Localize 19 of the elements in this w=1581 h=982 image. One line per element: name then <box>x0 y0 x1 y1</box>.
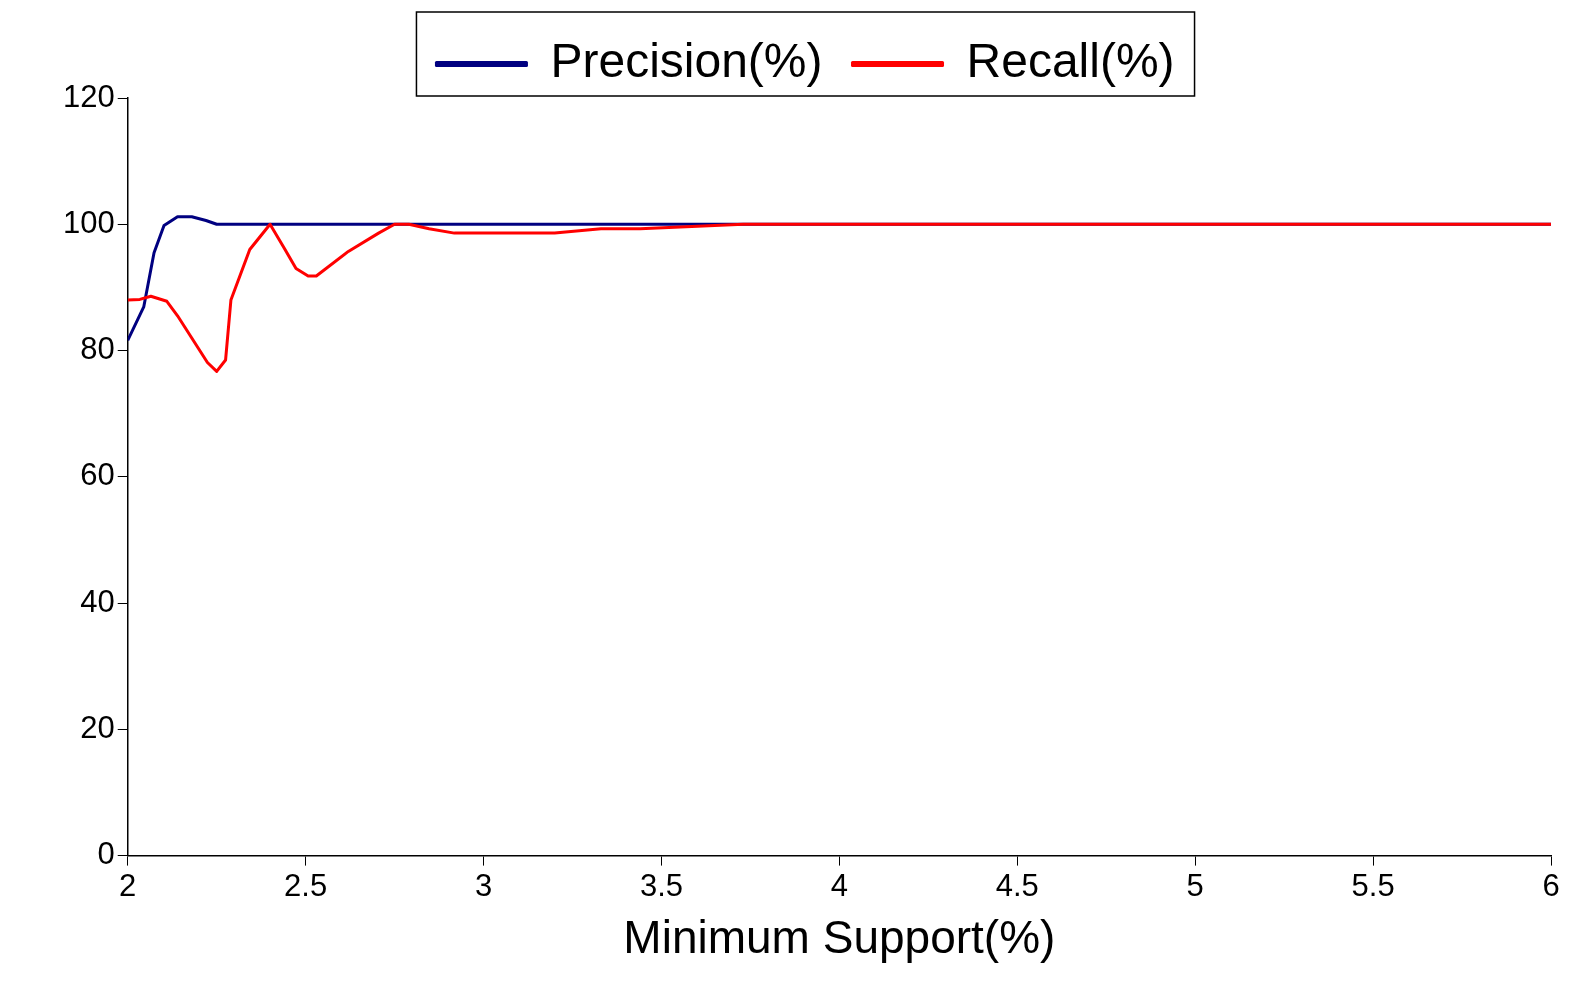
x-tick-label: 2.5 <box>284 867 328 903</box>
x-tick-label: 5 <box>1186 867 1204 903</box>
x-tick-label: 4.5 <box>995 867 1039 903</box>
y-tick-label: 100 <box>62 204 115 240</box>
y-tick-label: 120 <box>62 78 115 114</box>
x-tick-label: 6 <box>1542 867 1560 903</box>
y-tick-label: 20 <box>80 709 115 745</box>
x-axis-title: Minimum Support(%) <box>623 911 1056 964</box>
x-tick-label: 5.5 <box>1351 867 1395 903</box>
x-tick-label: 3 <box>474 867 493 903</box>
x-tick-label: 3.5 <box>639 867 684 903</box>
y-tick-label: 60 <box>80 457 115 493</box>
legend-label: Precision(%) <box>550 34 823 88</box>
y-tick-label: 80 <box>80 331 115 367</box>
x-tick-label: 4 <box>830 867 848 903</box>
legend-label: Recall(%) <box>966 34 1175 88</box>
x-tick-label: 2 <box>119 867 137 903</box>
y-tick-label: 40 <box>80 583 115 619</box>
y-tick-label: 0 <box>97 836 115 872</box>
